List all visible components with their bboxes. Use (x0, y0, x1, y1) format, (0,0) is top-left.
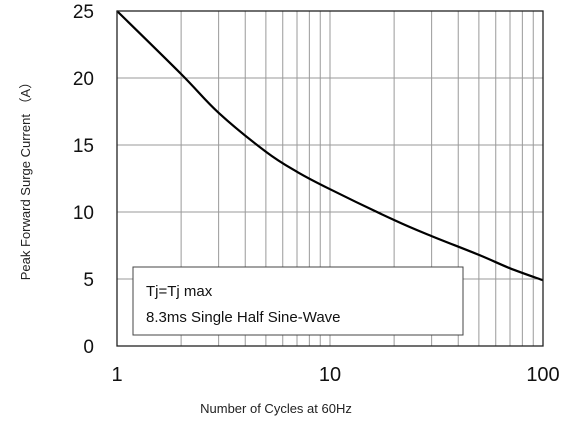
y-tick-label: 0 (83, 337, 94, 358)
legend-line-1: Tj=Tj max (146, 283, 213, 300)
x-tick-label: 1 (111, 364, 122, 386)
legend-box: Tj=Tj max 8.3ms Single Half Sine-Wave (132, 266, 464, 336)
x-tick-labels: 1 10 100 (111, 364, 559, 386)
surge-current-curve (116, 10, 544, 282)
x-axis-label: Number of Cycles at 60Hz (200, 401, 352, 416)
y-tick-label: 25 (73, 2, 94, 23)
y-axis-label: Peak Forward Surge Current （A） (18, 76, 33, 280)
y-tick-label: 10 (73, 203, 94, 224)
y-tick-labels: 0 5 10 15 20 25 (73, 2, 94, 358)
x-tick-label: 10 (319, 364, 341, 386)
legend-line-2: 8.3ms Single Half Sine-Wave (146, 309, 341, 326)
y-tick-label: 15 (73, 136, 94, 157)
plot-frame (116, 10, 544, 347)
x-tick-label: 100 (526, 364, 559, 386)
legend-frame (132, 266, 464, 336)
y-tick-label: 20 (73, 69, 94, 90)
y-tick-label: 5 (83, 270, 94, 291)
